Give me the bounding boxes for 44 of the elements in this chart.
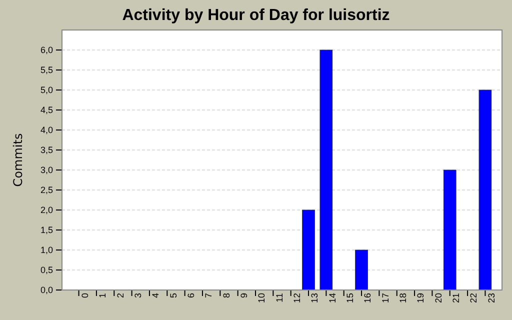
y-tick-label: 2,5 xyxy=(40,184,53,195)
y-tick-label: 5,5 xyxy=(40,64,53,75)
x-tick-label: 16 xyxy=(362,293,373,304)
x-tick-label: 12 xyxy=(292,293,302,304)
x-tick-label: 17 xyxy=(380,293,390,304)
x-tick-label: 4 xyxy=(150,293,161,298)
x-tick-label: 0 xyxy=(80,293,90,298)
x-tick-label: 8 xyxy=(221,293,232,298)
y-tick-label: 6,0 xyxy=(40,44,53,55)
bar xyxy=(443,170,456,290)
y-tick-label: 3,5 xyxy=(40,144,53,155)
x-tick-label: 3 xyxy=(132,293,143,298)
x-tick-label: 18 xyxy=(398,293,408,304)
y-tick-label: 1,0 xyxy=(40,244,53,255)
x-tick-label: 2 xyxy=(115,293,126,298)
x-tick-label: 15 xyxy=(344,293,355,304)
y-tick-label: 2,0 xyxy=(40,204,53,215)
x-tick-label: 9 xyxy=(238,293,249,298)
bar xyxy=(478,90,492,290)
x-tick-label: 6 xyxy=(186,293,196,298)
y-tick-label: 3,0 xyxy=(40,164,53,175)
x-tick-label: 22 xyxy=(468,293,479,304)
y-tick-label: 4,5 xyxy=(40,104,53,115)
x-tick-label: 5 xyxy=(168,293,178,298)
y-tick-label: 0,5 xyxy=(40,264,53,275)
x-tick-label: 23 xyxy=(486,293,496,304)
bar xyxy=(302,210,315,290)
x-tick-label: 13 xyxy=(310,293,320,304)
bar xyxy=(355,250,368,290)
y-axis-title: Commits xyxy=(11,133,25,187)
x-tick-label: 10 xyxy=(256,293,267,304)
chart-title: Activity by Hour of Day for luisortiz xyxy=(122,7,390,24)
x-tick-label: 1 xyxy=(98,293,108,298)
y-tick-label: 4,0 xyxy=(40,124,53,135)
y-tick-label: 0,0 xyxy=(40,284,53,295)
x-tick-label: 11 xyxy=(274,293,284,302)
x-tick-label: 21 xyxy=(451,293,462,304)
x-tick-label: 14 xyxy=(327,293,338,304)
y-tick-label: 5,0 xyxy=(40,84,53,95)
x-tick-label: 19 xyxy=(416,293,426,304)
x-tick-label: 20 xyxy=(433,293,444,304)
bar xyxy=(320,50,333,290)
y-tick-label: 1,5 xyxy=(40,224,53,235)
x-tick-label: 7 xyxy=(204,293,214,298)
